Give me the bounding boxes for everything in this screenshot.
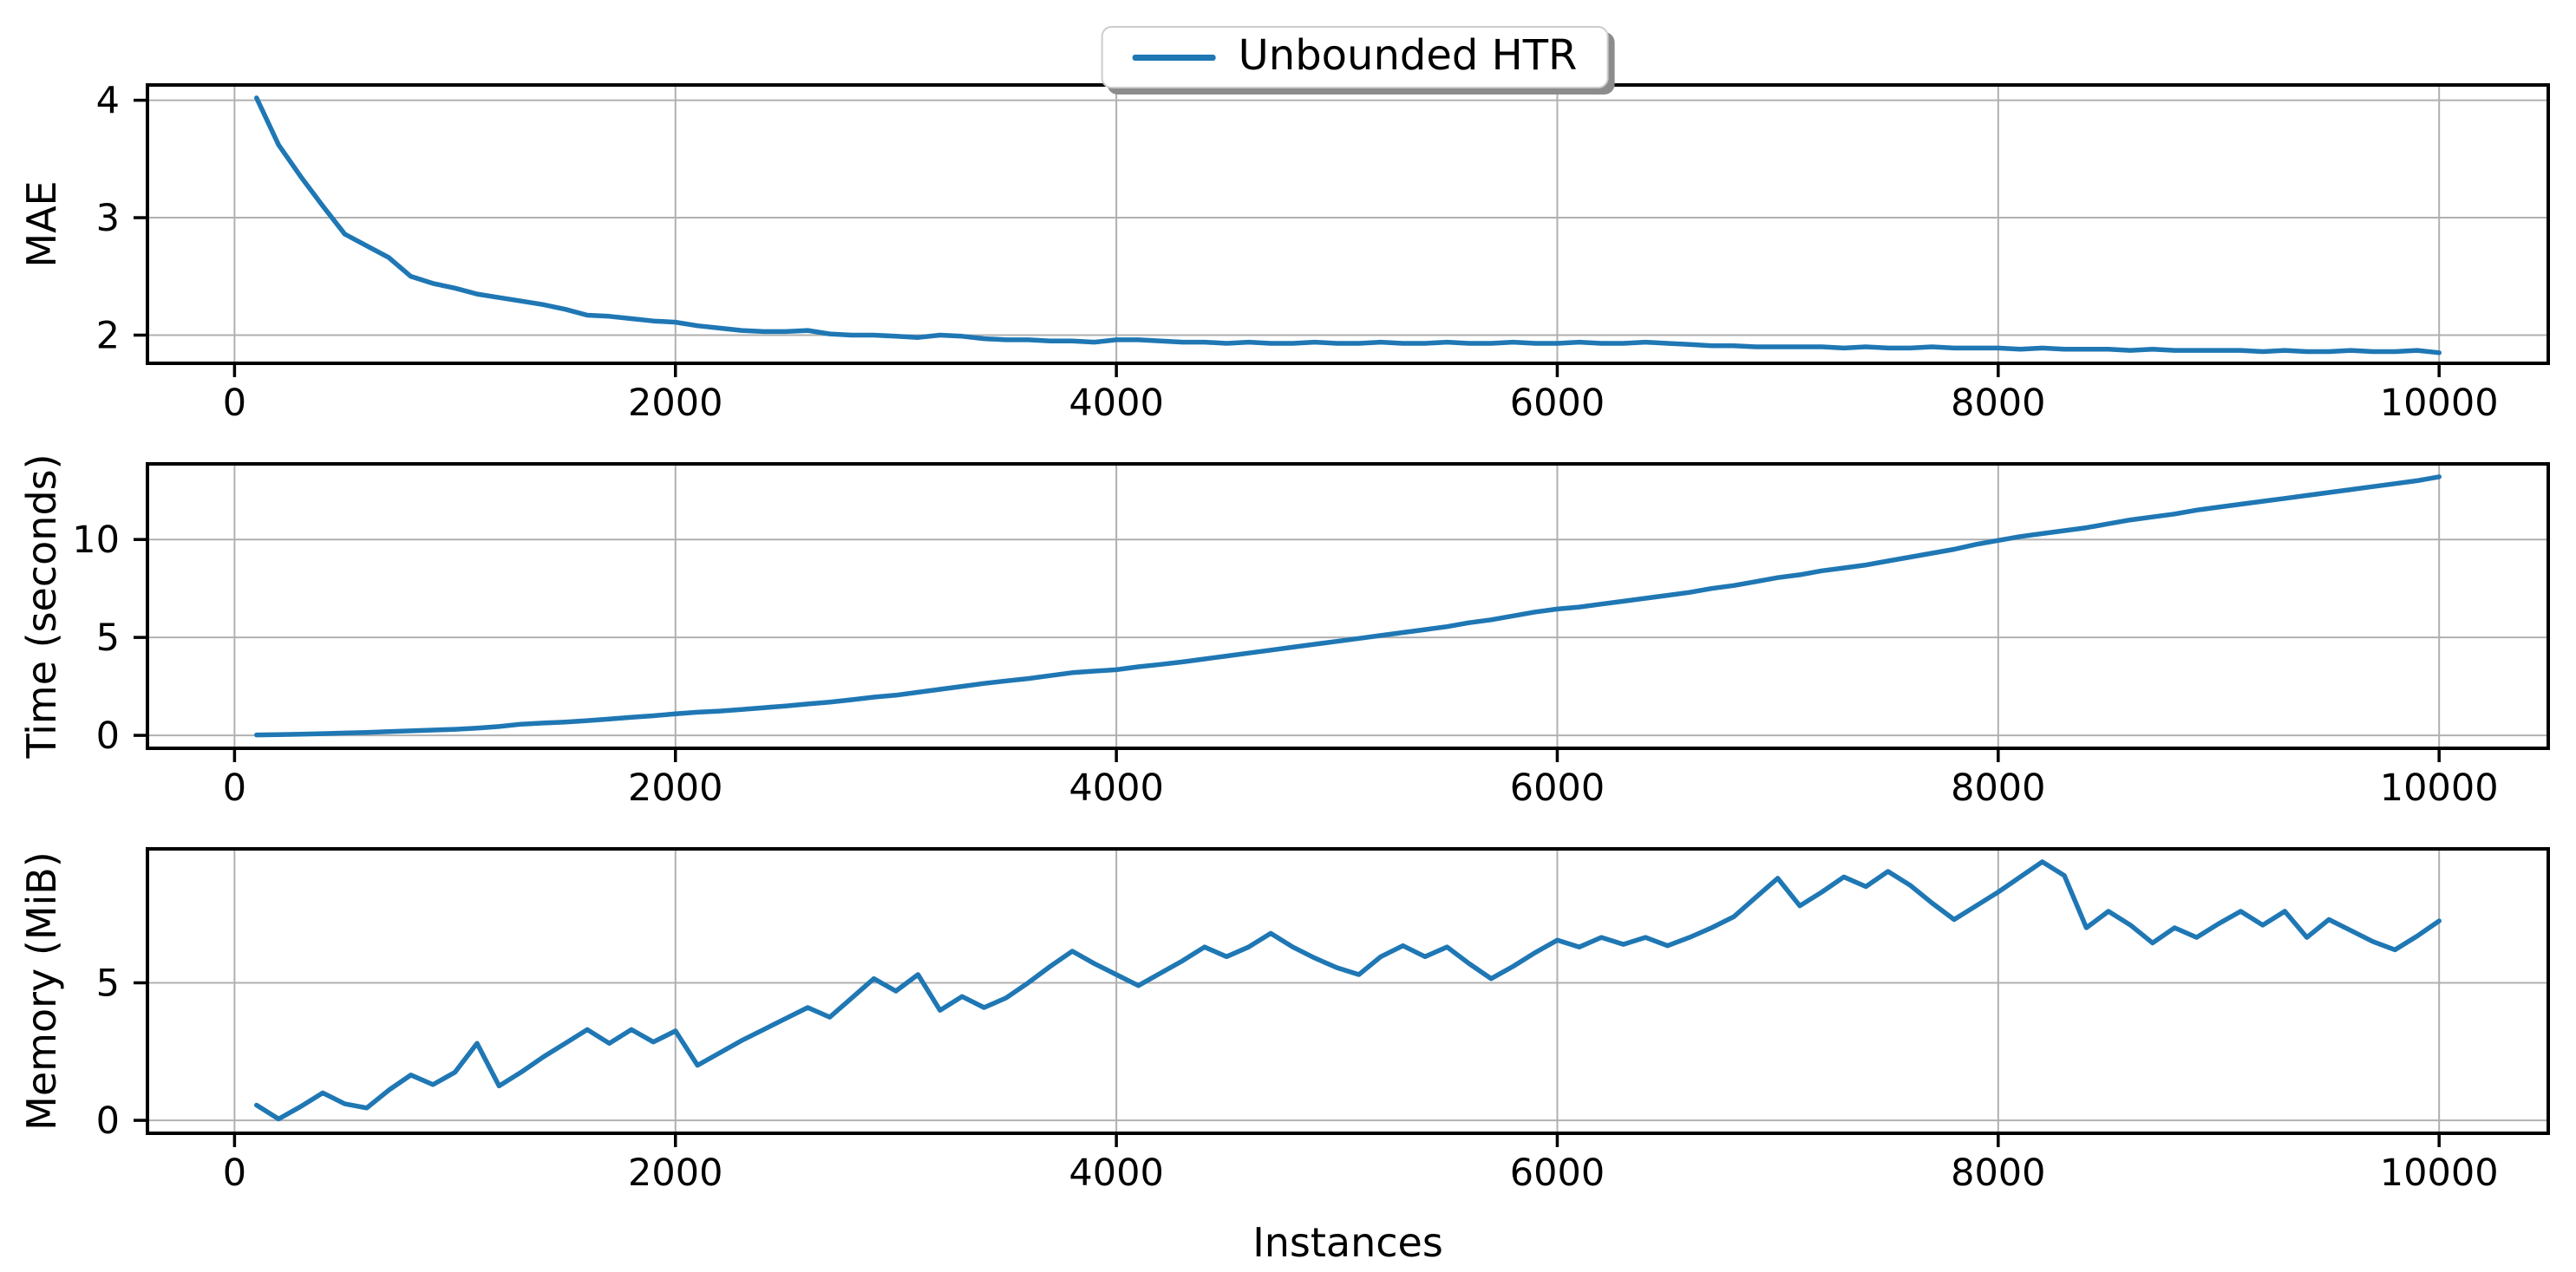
- x-tick-label: 6000: [1510, 766, 1605, 810]
- y-tick-label: 2: [96, 314, 120, 357]
- x-tick-label: 10000: [2380, 766, 2499, 810]
- x-tick-label: 2000: [628, 1151, 722, 1195]
- series-line-3: [254, 859, 2442, 1122]
- x-tick-label: 8000: [1951, 766, 2045, 810]
- x-tick-label: 4000: [1069, 766, 1163, 810]
- grid-lines: [147, 464, 2548, 748]
- x-tick-label: 4000: [1069, 1151, 1163, 1195]
- series-line-1: [254, 95, 2442, 356]
- y-ticks: 2 3 4: [96, 80, 147, 357]
- x-tick-label: 6000: [1510, 1151, 1605, 1195]
- subplot-1: 0 2000 4000 6000 8000 10000 2 3 4 MAE: [18, 80, 2550, 425]
- grid-lines: [147, 849, 2548, 1133]
- x-tick-label: 4000: [1069, 382, 1163, 425]
- y-tick-label: 0: [96, 1099, 120, 1143]
- x-ticks: 0 2000 4000 6000 8000 10000: [223, 748, 2499, 810]
- axes-spines: [146, 462, 2550, 750]
- legend-label: Unbounded HTR: [1238, 31, 1578, 80]
- x-tick-label: 10000: [2380, 1151, 2499, 1195]
- y-axis-label: Memory (MiB): [18, 851, 65, 1131]
- y-tick-label: 10: [72, 519, 120, 562]
- y-tick-label: 5: [96, 962, 120, 1005]
- x-tick-label: 2000: [628, 766, 722, 810]
- x-tick-label: 6000: [1510, 382, 1605, 425]
- axes-spines: [146, 847, 2550, 1135]
- x-tick-label: 2000: [628, 382, 722, 425]
- x-ticks: 0 2000 4000 6000 8000 10000: [223, 1133, 2499, 1195]
- x-axis-label: Instances: [1252, 1219, 1443, 1266]
- grid-lines: [147, 85, 2548, 363]
- series-line-2: [254, 474, 2442, 738]
- x-ticks: 0 2000 4000 6000 8000 10000: [223, 363, 2499, 425]
- x-tick-label: 8000: [1951, 1151, 2045, 1195]
- y-tick-label: 5: [96, 616, 120, 660]
- axes-spines: [146, 83, 2550, 365]
- y-tick-label: 0: [96, 714, 120, 758]
- y-axis-label: MAE: [18, 180, 65, 267]
- y-ticks: 05: [96, 962, 147, 1143]
- y-tick-label: 4: [96, 80, 120, 123]
- x-tick-label: 0: [223, 1151, 246, 1195]
- legend-line-sample: [1132, 54, 1216, 61]
- x-tick-label: 8000: [1951, 382, 2045, 425]
- x-tick-label: 10000: [2380, 382, 2499, 425]
- x-tick-label: 0: [223, 766, 246, 810]
- y-axis-label: Time (seconds): [18, 453, 65, 759]
- y-ticks: 0 5 10: [72, 519, 147, 758]
- legend: Unbounded HTR: [1101, 26, 1609, 88]
- y-tick-label: 3: [96, 197, 120, 240]
- x-tick-label: 0: [223, 382, 246, 425]
